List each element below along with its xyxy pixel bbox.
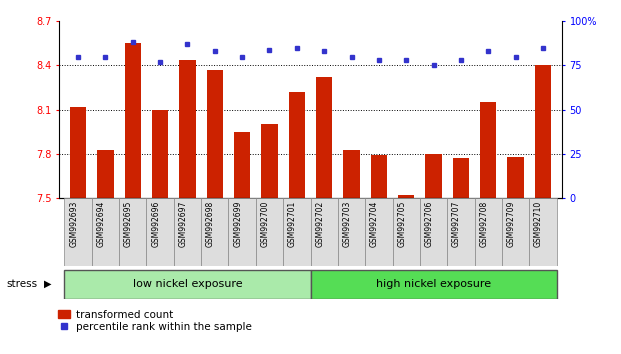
Bar [447, 198, 474, 266]
Bar [92, 198, 119, 266]
Bar [256, 198, 283, 266]
Bar [65, 270, 310, 298]
Text: GSM992707: GSM992707 [452, 201, 461, 247]
Bar [310, 270, 556, 298]
Bar [179, 59, 196, 198]
Bar [535, 65, 551, 198]
Text: high nickel exposure: high nickel exposure [376, 279, 491, 289]
Text: GSM992696: GSM992696 [151, 201, 160, 247]
Text: GSM992698: GSM992698 [206, 201, 215, 247]
Text: GSM992702: GSM992702 [315, 201, 324, 247]
Bar [234, 132, 250, 198]
Bar [343, 149, 360, 198]
Bar [338, 198, 365, 266]
Text: GSM992699: GSM992699 [233, 201, 242, 247]
Bar [152, 110, 168, 198]
Bar [392, 198, 420, 266]
Bar [371, 155, 387, 198]
Bar [201, 198, 229, 266]
Text: GSM992708: GSM992708 [479, 201, 488, 247]
Bar [502, 198, 529, 266]
Bar [474, 198, 502, 266]
Bar [97, 149, 114, 198]
Bar [310, 198, 338, 266]
Bar [174, 198, 201, 266]
Bar [453, 159, 469, 198]
Text: GSM992693: GSM992693 [69, 201, 78, 247]
Bar [425, 154, 442, 198]
Bar [507, 157, 524, 198]
Bar [289, 92, 305, 198]
Bar [261, 125, 278, 198]
Bar [420, 198, 447, 266]
Text: GSM992697: GSM992697 [178, 201, 188, 247]
Bar [207, 70, 223, 198]
Bar [70, 107, 86, 198]
Text: GSM992703: GSM992703 [343, 201, 351, 247]
Text: GSM992701: GSM992701 [288, 201, 297, 247]
Bar [365, 198, 392, 266]
Bar [529, 198, 556, 266]
Text: GSM992704: GSM992704 [370, 201, 379, 247]
Text: GSM992710: GSM992710 [534, 201, 543, 247]
Bar [125, 43, 141, 198]
Text: GSM992700: GSM992700 [260, 201, 270, 247]
Bar [283, 198, 310, 266]
Bar [229, 198, 256, 266]
Bar [398, 195, 414, 198]
Bar [147, 198, 174, 266]
Bar [480, 102, 496, 198]
Text: stress: stress [6, 279, 37, 289]
Text: GSM992705: GSM992705 [397, 201, 406, 247]
Text: GSM992695: GSM992695 [124, 201, 133, 247]
Text: GSM992694: GSM992694 [96, 201, 106, 247]
Legend: transformed count, percentile rank within the sample: transformed count, percentile rank withi… [58, 310, 252, 332]
Bar [65, 198, 92, 266]
Text: GSM992709: GSM992709 [507, 201, 515, 247]
Bar [119, 198, 147, 266]
Text: GSM992706: GSM992706 [425, 201, 433, 247]
Bar [316, 77, 332, 198]
Text: ▶: ▶ [43, 279, 51, 289]
Text: low nickel exposure: low nickel exposure [133, 279, 242, 289]
